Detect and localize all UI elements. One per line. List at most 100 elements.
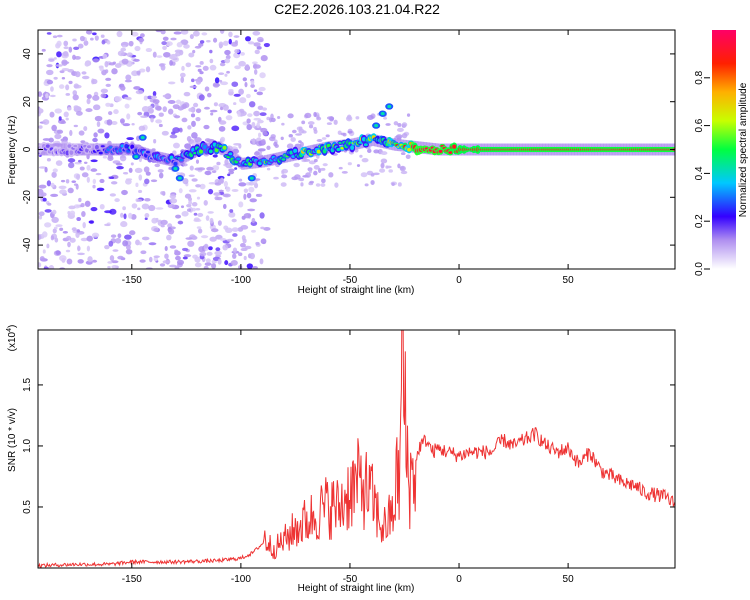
spectrogram-noise-cell <box>58 84 65 89</box>
spectrogram-noise-cell <box>96 121 101 128</box>
spectrogram-noise-cell <box>61 61 70 65</box>
spectrogram-noise-cell <box>191 78 195 83</box>
spectrogram-noise-cell <box>359 154 363 158</box>
spectrogram-noise-cell <box>262 131 268 136</box>
spectrogram-noise-cell <box>372 172 380 176</box>
spectrogram-noise-cell <box>45 93 49 99</box>
spectrogram-noise-cell <box>255 241 260 246</box>
spectrogram-ridge-core <box>438 149 443 154</box>
spectrogram-noise-cell <box>117 233 122 239</box>
spectrogram-noise-cell <box>209 49 213 54</box>
spectrogram-noise-cell <box>366 115 374 120</box>
spectrogram-noise-cell <box>124 103 130 109</box>
spectrogram-noise-cell <box>294 174 301 180</box>
spectrogram-noise-cell <box>46 157 51 162</box>
spectrogram-lobe-core <box>177 176 182 180</box>
spectrogram-noise-cell <box>253 182 259 189</box>
spectrogram-noise-cell <box>61 67 70 72</box>
spectrogram-ridge-core <box>452 144 457 149</box>
snr-xlabel: Height of straight line (km) <box>298 583 415 594</box>
spectrogram-noise-cell <box>199 40 205 44</box>
spectrogram-noise-cell <box>160 64 166 71</box>
snr-panel: -150 -100 -50 0 50 0.5 1.0 1.5 Height of straig… <box>6 325 676 594</box>
spectrogram-noise-cell <box>214 250 223 256</box>
spectrogram-noise-cell <box>246 192 252 199</box>
spectrogram-noise-cell <box>164 253 169 259</box>
spectrogram-noise-cell <box>195 184 201 188</box>
spectrogram-noise-cell <box>99 178 105 184</box>
spectrogram-noise-cell <box>322 163 328 167</box>
spectrogram-noise-cell <box>385 165 389 169</box>
spectrogram-noise-cell <box>144 197 151 202</box>
spectrogram-noise-cell <box>238 88 244 95</box>
spectrogram-noise-cell <box>94 35 99 41</box>
spectrogram-noise-cell <box>298 126 303 131</box>
spectrogram-noise-cell <box>169 194 177 199</box>
spectrogram-noise-cell <box>109 255 115 262</box>
spectrogram-noise-cell <box>42 138 51 141</box>
spectrogram-noise-cell <box>117 50 125 57</box>
spectrogram-noise-cell <box>136 198 143 202</box>
spectrogram-noise-cell <box>211 228 219 233</box>
spectrogram-noise-cell <box>69 237 76 243</box>
spectrogram-noise-cell <box>107 261 113 264</box>
spectrogram-noise-cell <box>38 211 45 217</box>
spectrogram-noise-cell <box>122 240 129 247</box>
snr-xtick-label: -100 <box>231 574 251 585</box>
spectrogram-noise-cell <box>223 40 229 46</box>
spectrogram-ridge-core <box>87 145 92 149</box>
spectrogram-noise-cell <box>400 166 405 170</box>
spectrogram-noise-cell <box>186 136 192 142</box>
spectrogram-noise-cell <box>313 111 317 117</box>
spectrogram-noise-cell <box>58 185 67 190</box>
spectrogram-noise-cell <box>206 251 213 256</box>
spectrogram-noise-cell <box>53 57 57 60</box>
spectrogram-noise-cell <box>240 243 246 248</box>
spectrogram-noise-cell <box>128 40 134 47</box>
spectrogram-noise-cell <box>148 242 157 246</box>
spectrogram-noise-cell <box>367 148 372 154</box>
spectrogram-noise-cell <box>169 134 178 139</box>
spectrogram-noise-cell <box>54 108 62 114</box>
spectrogram-noise-cell <box>77 252 85 256</box>
spectrogram-noise-cell <box>110 181 118 185</box>
spectrogram-noise-cell <box>204 170 212 176</box>
spectrogram-noise-cell <box>313 129 318 134</box>
spectrogram-noise-cell <box>138 125 146 131</box>
figure-title: C2E2.2026.103.21.04.R22 <box>274 1 440 17</box>
spectrogram-noise-cell <box>67 241 71 248</box>
spectrogram-noise-cell <box>223 180 229 188</box>
spectrogram-noise-cell <box>104 245 110 250</box>
spectrogram-noise-cell <box>198 246 205 253</box>
spectrogram-noise-cell <box>224 49 231 56</box>
spectrogram-noise-cell <box>85 30 93 35</box>
spectrogram-noise-cell <box>222 203 227 210</box>
spectrogram-noise-cell <box>62 50 69 57</box>
spectrogram-noise-cell <box>55 224 63 228</box>
spectrogram-noise-cell <box>249 198 257 203</box>
spectrogram-noise-cell <box>53 76 58 80</box>
spectrogram-noise-cell <box>124 234 132 240</box>
spectrogram-noise-cell <box>361 158 369 163</box>
spectrogram-noise-cell <box>338 166 343 170</box>
spectrogram-noise-cell <box>334 182 339 188</box>
spectrogram-noise-cell <box>396 127 404 133</box>
spectrogram-noise-cell <box>243 212 252 219</box>
spectrogram-noise-cell <box>228 31 233 38</box>
spectrogram-noise-cell <box>301 120 306 125</box>
spectrogram-noise-cell <box>111 260 119 264</box>
spectrogram-noise-cell <box>107 266 111 269</box>
spectrogram-xtick-label: -150 <box>122 275 142 286</box>
spectrogram-noise-cell <box>256 46 262 50</box>
spectrogram-noise-cell <box>248 186 255 193</box>
spectrogram-noise-cell <box>213 37 218 43</box>
spectrogram-noise-cell <box>122 172 129 175</box>
spectrogram-noise-cell <box>46 64 53 68</box>
spectrogram-noise-cell <box>401 122 408 128</box>
spectrogram-noise-cell <box>65 84 70 91</box>
spectrogram-noise-cell <box>41 192 47 197</box>
spectrogram-noise-cell <box>42 197 47 202</box>
spectrogram-noise-cell <box>114 96 122 102</box>
spectrogram-ridge-core <box>179 158 184 162</box>
spectrogram-noise-cell <box>138 174 143 181</box>
